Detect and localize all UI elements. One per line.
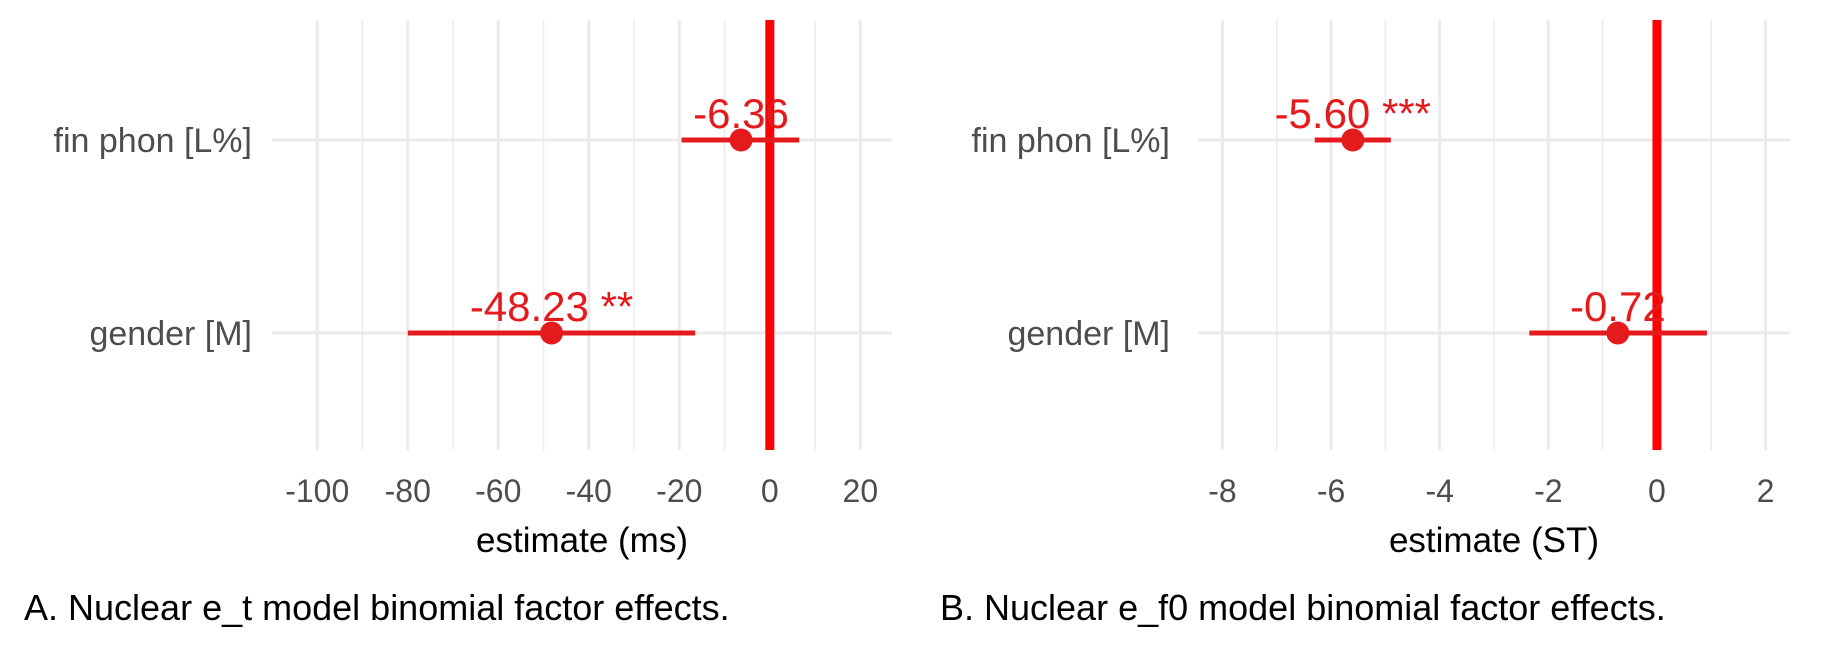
estimate-label: -48.23 ** [470, 283, 633, 330]
panel-b: -8 -6 -4 -2 0 2 -5.60 *** fin phon [L%] -0.72 gen… [940, 20, 1790, 628]
x-tick-label: -4 [1425, 473, 1453, 509]
estimate-label: -5.60 *** [1275, 90, 1431, 137]
x-tick-label: -20 [656, 473, 702, 509]
x-tick-label: 0 [1648, 473, 1666, 509]
panel-a: -100 -80 -60 -40 -20 0 20 -6.36 fin phon [L%] -48… [24, 20, 892, 628]
estimate-point [1341, 128, 1365, 152]
term-label: fin phon [L%] [54, 122, 252, 160]
x-axis-title: estimate (ST) [1389, 521, 1599, 560]
x-tick-label: 0 [761, 473, 779, 509]
term-label: fin phon [L%] [972, 122, 1170, 160]
estimate-label: -6.36 [693, 90, 789, 137]
x-tick-label: -6 [1317, 473, 1345, 509]
panel-caption: A. Nuclear e_t model binomial factor eff… [24, 587, 730, 628]
x-tick-label: -40 [566, 473, 612, 509]
estimate-label: -0.72 [1570, 283, 1666, 330]
estimate-point [540, 321, 564, 345]
x-axis-title: estimate (ms) [476, 521, 688, 560]
x-tick-label: 2 [1757, 473, 1775, 509]
x-tick-label: -100 [285, 473, 349, 509]
estimate-point [729, 128, 753, 152]
term-label: gender [M] [1007, 315, 1170, 353]
x-tick-label: -8 [1208, 473, 1236, 509]
term-label: gender [M] [89, 315, 252, 353]
x-tick-label: 20 [843, 473, 879, 509]
estimate-point [1606, 321, 1630, 345]
panel-caption: B. Nuclear e_f0 model binomial factor ef… [940, 587, 1666, 628]
x-tick-label: -2 [1534, 473, 1562, 509]
x-tick-label: -60 [475, 473, 521, 509]
x-tick-label: -80 [385, 473, 431, 509]
